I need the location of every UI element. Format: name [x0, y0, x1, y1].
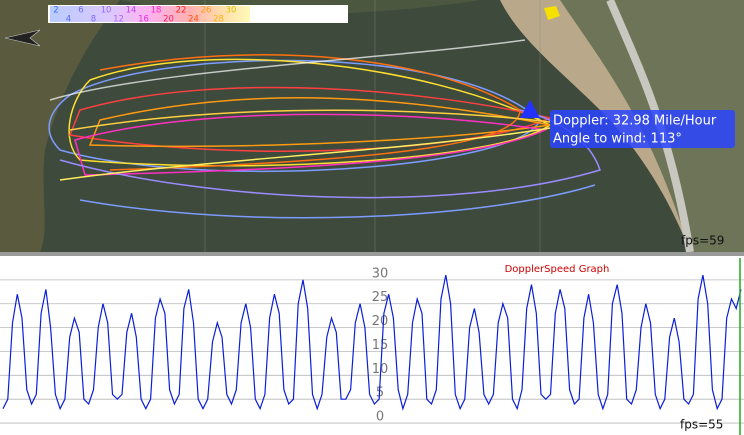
- legend-label: 18: [151, 6, 162, 16]
- legend-label: 22: [176, 6, 187, 16]
- y-tick-label: 20: [372, 314, 389, 329]
- info-angle: Angle to wind: 113°: [553, 132, 682, 147]
- legend-label: 8: [91, 15, 96, 25]
- info-box: [550, 110, 735, 148]
- compass-arrow: [4, 29, 41, 47]
- y-tick-label: 0: [376, 410, 384, 425]
- y-tick-label: 15: [372, 338, 389, 353]
- graph-panel: [0, 256, 744, 435]
- legend-label: 20: [163, 15, 174, 25]
- y-tick-label: 10: [372, 362, 389, 377]
- legend-label: 28: [213, 15, 224, 25]
- graph-fps: fps=55: [680, 418, 723, 432]
- legend-label: 14: [126, 6, 137, 16]
- legend-label: 10: [101, 6, 112, 16]
- legend-label: 2: [53, 6, 58, 16]
- legend-label: 4: [66, 15, 71, 25]
- map-fps: fps=59: [681, 234, 724, 248]
- splitter[interactable]: [0, 252, 744, 256]
- legend-label: 30: [226, 6, 237, 16]
- y-tick-label: 30: [372, 266, 389, 281]
- legend-gradient: [50, 6, 250, 22]
- legend-label: 12: [113, 15, 124, 25]
- wind-marker: [544, 6, 560, 20]
- y-tick-label: 25: [372, 290, 389, 305]
- info-speed: Doppler: 32.98 Mile/Hour: [553, 114, 717, 129]
- speed-line: [2, 274, 742, 411]
- boat-marker: [520, 100, 540, 118]
- legend-label: 24: [188, 15, 199, 25]
- legend-label: 26: [201, 6, 212, 16]
- legend-label: 6: [78, 6, 83, 16]
- legend-label: 16: [138, 15, 149, 25]
- graph-title: DopplerSpeed Graph: [505, 264, 610, 275]
